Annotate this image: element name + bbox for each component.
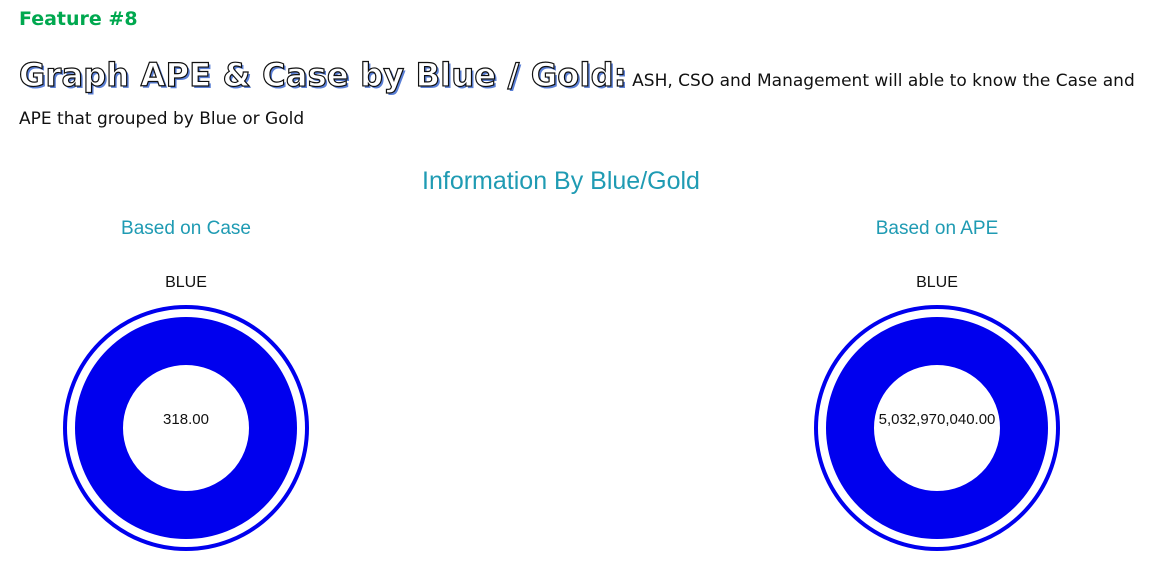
ape-donut-value: 5,032,970,040.00 bbox=[878, 411, 996, 428]
ape-chart-title: Based on APE bbox=[875, 218, 999, 239]
donut-slice-blue bbox=[75, 317, 297, 539]
chart-main-title: Information By Blue/Gold bbox=[422, 167, 700, 195]
case-donut-chart[interactable] bbox=[56, 298, 316, 558]
feature-headline: Graph APE & Case by Blue / Gold: bbox=[18, 55, 627, 94]
feature-number-label: Feature #8 bbox=[19, 8, 138, 30]
case-donut-value: 318.00 bbox=[163, 411, 209, 428]
feature-description-block: Graph APE & Case by Blue / Gold: ASH, CS… bbox=[18, 55, 1154, 138]
case-chart-panel: Based on Case BLUE 318.00 bbox=[56, 218, 316, 558]
case-chart-title: Based on Case bbox=[121, 218, 251, 239]
donut-outer-ring bbox=[63, 305, 309, 551]
donut-outer-ring bbox=[814, 305, 1060, 551]
case-series-label: BLUE bbox=[165, 274, 207, 291]
donut-slice-blue bbox=[826, 317, 1048, 539]
feature-description: ASH, CSO and Management will able to kno… bbox=[19, 71, 1135, 129]
ape-chart-panel: Based on APE BLUE 5,032,970,040.00 bbox=[807, 218, 1067, 558]
ape-series-label: BLUE bbox=[916, 274, 958, 291]
ape-donut-chart[interactable] bbox=[807, 298, 1067, 558]
